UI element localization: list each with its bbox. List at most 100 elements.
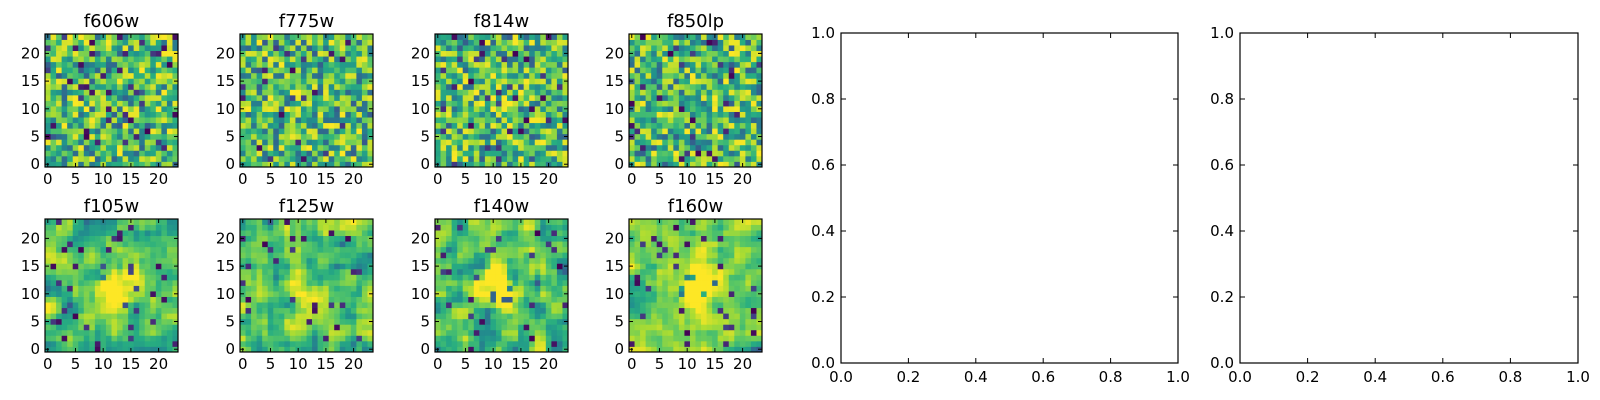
heatmap-cell <box>356 161 363 168</box>
heatmap-cell <box>267 224 274 231</box>
heatmap-cell <box>667 257 674 264</box>
heatmap-cell <box>245 45 252 52</box>
heatmap-cell <box>468 34 475 40</box>
heatmap-cell <box>495 122 502 129</box>
heatmap-cell <box>117 307 123 314</box>
heatmap-cell <box>139 122 146 129</box>
heatmap-cell <box>495 302 502 309</box>
heatmap-cell <box>529 72 536 79</box>
heatmap-cell <box>144 139 151 146</box>
heatmap-cell <box>251 224 258 231</box>
heatmap-cell <box>551 144 558 151</box>
heatmap-cell <box>56 224 63 231</box>
heatmap-cell <box>50 274 57 281</box>
heatmap-cell <box>61 100 68 107</box>
heatmap-cell <box>94 56 101 63</box>
heatmap-cell <box>300 313 307 320</box>
heatmap-cell <box>317 291 324 297</box>
heatmap-cell <box>501 230 508 237</box>
heatmap-cell <box>300 89 307 96</box>
heatmap-cell <box>673 274 680 281</box>
heatmap-cell <box>105 279 112 286</box>
heatmap-cell <box>507 100 513 107</box>
heatmap-cell <box>712 313 719 320</box>
heatmap-cell <box>345 122 352 129</box>
heatmap-cell <box>166 56 173 63</box>
heatmap-cell <box>273 133 280 140</box>
heatmap-cell <box>345 302 352 309</box>
heatmap-cell <box>712 155 719 162</box>
heatmap-cell <box>150 94 157 101</box>
heatmap-cell <box>122 78 129 85</box>
heatmap-cell <box>440 50 447 57</box>
heatmap-cell <box>629 139 635 146</box>
heatmap-cell <box>166 224 173 231</box>
heatmap-cell <box>334 296 341 303</box>
heatmap-cell <box>706 219 713 225</box>
panel-title: f850lp <box>667 11 724 32</box>
heatmap-cell <box>523 291 530 297</box>
heatmap-cell <box>56 61 63 68</box>
heatmap-cell <box>750 329 757 336</box>
heatmap-cell <box>701 117 707 124</box>
heatmap-cell <box>67 155 74 162</box>
heatmap-cell <box>117 67 123 74</box>
heatmap-cell <box>256 83 263 90</box>
heatmap-cell <box>67 61 74 68</box>
heatmap-cell <box>507 83 513 90</box>
heatmap-cell <box>339 313 346 320</box>
heatmap-cell <box>651 161 658 168</box>
heatmap-cell <box>150 346 157 353</box>
heatmap-cell <box>451 340 458 347</box>
heatmap-cell <box>745 78 752 85</box>
heatmap-cell <box>139 161 146 168</box>
heatmap-cell <box>78 235 85 242</box>
heatmap-cell <box>457 263 464 270</box>
heatmap-cell <box>166 324 173 331</box>
heatmap-cell <box>61 117 68 124</box>
heatmap-cell <box>334 324 341 331</box>
heatmap-cell <box>662 313 669 320</box>
heatmap-cell <box>695 296 702 303</box>
heatmap-cell <box>111 257 118 264</box>
heatmap-cell <box>545 268 552 275</box>
heatmap-cell <box>267 307 274 314</box>
heatmap-cell <box>440 274 447 281</box>
heatmap-cell <box>172 302 179 309</box>
heatmap-cell <box>139 100 146 107</box>
heatmap-cell <box>111 329 118 336</box>
heatmap-cell <box>240 274 246 281</box>
heatmap-cell <box>462 241 469 248</box>
heatmap-cell <box>435 307 441 314</box>
heatmap-cell <box>468 100 475 107</box>
heatmap-cell <box>117 100 123 107</box>
heatmap-cell <box>551 67 558 74</box>
heatmap-cell <box>117 235 123 242</box>
heatmap-cell <box>484 268 491 275</box>
heatmap-cell <box>551 313 558 320</box>
heatmap-cell <box>83 224 90 231</box>
heatmap-cell <box>289 313 296 320</box>
heatmap-cell <box>734 150 741 157</box>
heatmap-cell <box>323 67 330 74</box>
heatmap-cell <box>518 235 525 242</box>
heatmap-cell <box>651 318 658 325</box>
heatmap-cell <box>739 50 746 57</box>
heatmap-cell <box>61 161 68 168</box>
heatmap-cell <box>734 78 741 85</box>
heatmap-cell <box>350 307 357 314</box>
heatmap-cell <box>50 241 57 248</box>
heatmap-cell <box>440 89 447 96</box>
heatmap-cell <box>446 241 453 248</box>
heatmap-cell <box>61 307 68 314</box>
heatmap-cell <box>161 329 168 336</box>
heatmap-cell <box>267 106 274 112</box>
heatmap-cell <box>94 318 101 325</box>
heatmap-cell <box>490 285 497 292</box>
heatmap-cell <box>551 246 558 253</box>
heatmap-cell <box>328 241 335 248</box>
heatmap-cell <box>695 285 702 292</box>
heatmap-cell <box>712 144 719 151</box>
heatmap-cell <box>300 45 307 52</box>
heatmap-cell <box>523 324 530 331</box>
